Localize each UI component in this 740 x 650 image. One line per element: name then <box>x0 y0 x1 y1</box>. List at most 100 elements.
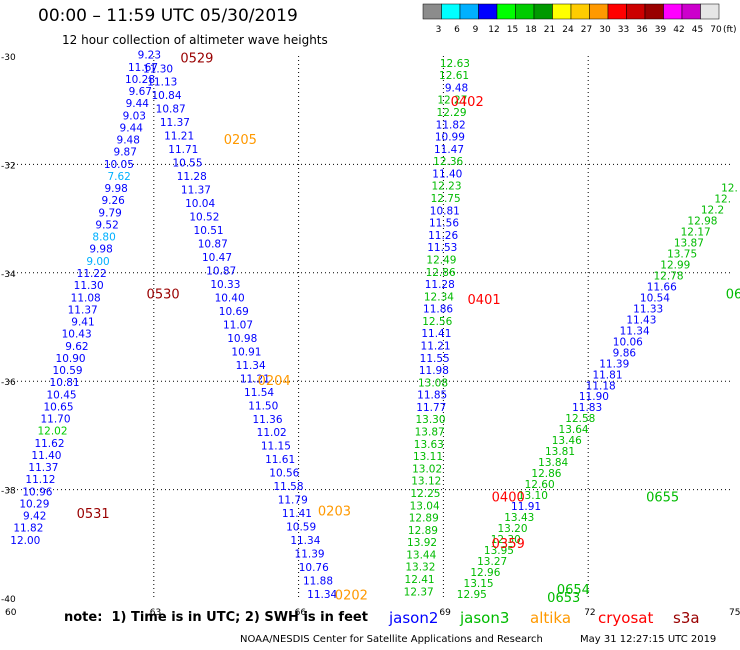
swh-value-west: 9.87 <box>114 147 137 159</box>
swh-value-west: 11.62 <box>34 438 64 450</box>
swh-value-east: 10.69 <box>219 306 249 318</box>
colorbar-swatch <box>663 3 683 20</box>
colorbar-label: 30 <box>599 25 611 35</box>
swh-value: 11.82 <box>436 119 466 131</box>
credit-text: NOAA/NESDIS Center for Satellite Applica… <box>240 634 543 645</box>
swh-value: 12.30 <box>491 534 521 546</box>
swh-value: 13.46 <box>552 435 582 447</box>
swh-value-east: 10.51 <box>194 225 224 237</box>
colorbar-label: 21 <box>544 25 555 35</box>
swh-value: 11.26 <box>428 230 458 242</box>
time-label: 0529 <box>180 52 213 67</box>
swh-value: 12.61 <box>439 70 469 82</box>
swh-value-east: 10.87 <box>206 265 236 277</box>
x-tick-label: 60 <box>5 608 17 618</box>
swh-value-west: 7.62 <box>107 171 130 183</box>
swh-value: 12.89 <box>408 525 438 537</box>
swh-value: 13.32 <box>405 562 435 574</box>
time-label: 0400 <box>492 491 525 506</box>
swh-value-east: 10.91 <box>231 346 261 358</box>
swh-value: 13.43 <box>504 512 534 524</box>
swh-value: 13.15 <box>464 578 494 590</box>
note-text: note: 1) Time is in UTC; 2) SWH is in fe… <box>64 610 368 625</box>
swh-value-east: 10.33 <box>210 279 240 291</box>
swh-value: 11.43 <box>626 314 656 326</box>
swh-value-east: 11.71 <box>168 144 198 156</box>
swh-value: 13.84 <box>538 457 568 469</box>
swh-value-west: 9.98 <box>89 244 112 256</box>
swh-value: 13.64 <box>559 424 589 436</box>
swh-value: 12.23 <box>431 181 461 193</box>
swh-value: 11.83 <box>572 402 602 414</box>
swh-value: 12.29 <box>437 107 467 119</box>
swh-value-east: 11.21 <box>164 131 194 143</box>
swh-value-east: 10.47 <box>202 252 232 264</box>
swh-value-east: 11.50 <box>248 400 278 412</box>
swh-value-west: 9.62 <box>65 341 88 353</box>
swh-value: 11.41 <box>421 328 451 340</box>
time-label: 0202 <box>335 588 368 603</box>
x-tick-label: 63 <box>150 608 161 618</box>
swh-value-west: 9.67 <box>129 86 152 98</box>
swh-value: 13.87 <box>674 237 704 249</box>
swh-value-west: 9.03 <box>123 110 146 122</box>
swh-value-west: 9.98 <box>104 183 127 195</box>
time-label: 06 <box>726 287 740 302</box>
swh-value: 12.56 <box>422 316 452 328</box>
swh-value-east: 11.34 <box>307 589 337 601</box>
swh-value: 11.77 <box>416 402 446 414</box>
swh-value-east: 11.34 <box>290 535 320 547</box>
swh-value: 12.58 <box>565 413 595 425</box>
swh-value-east: 11.39 <box>295 549 325 561</box>
swh-value-west: 11.70 <box>40 414 70 426</box>
swh-value: 11.18 <box>586 380 616 392</box>
swh-value: 12.17 <box>681 226 711 238</box>
swh-value: 11.90 <box>579 391 609 403</box>
swh-value-west: 12.00 <box>10 535 40 547</box>
swh-value: 12.96 <box>470 567 500 579</box>
swh-value-east: 11.34 <box>236 360 266 372</box>
time-label: 0402 <box>451 95 484 110</box>
colorbar-label: 9 <box>473 25 479 35</box>
swh-value: 11.56 <box>429 218 459 230</box>
swh-value-west: 9.44 <box>120 122 144 134</box>
swh-value-east: 10.56 <box>269 468 299 480</box>
time-label: 0203 <box>318 504 351 519</box>
swh-value: 12.49 <box>426 254 456 266</box>
time-label: 0359 <box>492 537 525 552</box>
swh-value: 13.12 <box>411 476 441 488</box>
swh-value: 13.10 <box>518 490 548 502</box>
swh-value: 12.78 <box>653 270 683 282</box>
swh-value: 12.60 <box>525 479 555 491</box>
swh-value-west: 10.45 <box>47 389 77 401</box>
swh-value: 11.86 <box>423 304 453 316</box>
timestamp-text: May 31 12:27:15 UTC 2019 <box>580 634 717 645</box>
colorbar-swatch <box>496 3 516 20</box>
x-tick-label: 69 <box>439 608 451 618</box>
swh-value-west: 11.08 <box>71 292 101 304</box>
swh-value-east: 11.88 <box>303 576 333 588</box>
swh-value: 13.30 <box>415 414 445 426</box>
chart-title: 00:00 – 11:59 UTC 05/30/2019 <box>38 6 298 26</box>
swh-value: 12.25 <box>410 488 440 500</box>
colorbar-label: 42 <box>673 25 684 35</box>
swh-value: 11.40 <box>432 168 462 180</box>
swh-value: 11.39 <box>599 358 629 370</box>
time-label: 0401 <box>468 293 501 308</box>
y-tick-label: -36 <box>1 378 16 388</box>
colorbar-label: 18 <box>525 25 537 35</box>
swh-value: 11.66 <box>647 281 677 293</box>
colorbar-swatch <box>589 3 609 20</box>
swh-value: 12.95 <box>457 589 487 601</box>
swh-value-east: 11.61 <box>265 454 295 466</box>
y-tick-label: -40 <box>1 595 16 605</box>
y-tick-label: -34 <box>1 270 16 280</box>
colorbar-swatch <box>478 3 498 20</box>
y-tick-label: -38 <box>1 487 16 497</box>
colorbar-label: 45 <box>692 25 703 35</box>
swh-value-east: 10.98 <box>227 333 257 345</box>
x-tick-label: 75 <box>729 608 740 618</box>
swh-value-east: 10.76 <box>299 562 329 574</box>
swh-value-west: 9.52 <box>95 219 118 231</box>
swh-value: 13.92 <box>407 537 437 549</box>
